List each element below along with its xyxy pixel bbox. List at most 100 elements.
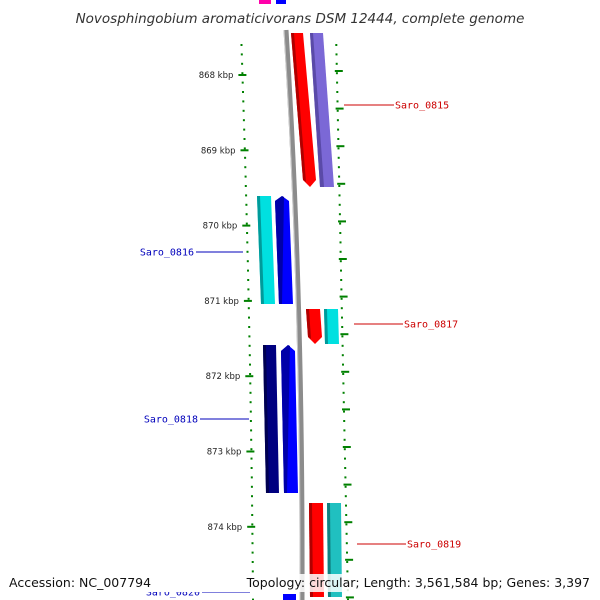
tick-label: 868 kbp <box>199 71 234 81</box>
scale-dot <box>344 467 347 469</box>
scale-dot <box>247 269 249 272</box>
scale-dot <box>248 354 251 357</box>
scale-dot <box>338 213 341 216</box>
reverse-cds-saro-0818-shade <box>281 345 290 493</box>
scale-dot <box>342 391 345 394</box>
scale-dot <box>247 279 250 281</box>
scale-dot <box>345 523 348 526</box>
magenta-feature <box>259 0 271 4</box>
minor-tick <box>339 295 348 298</box>
scale-dot <box>242 91 244 93</box>
minor-tick <box>342 446 351 448</box>
scale-dot <box>335 72 338 75</box>
minor-tick <box>338 220 346 223</box>
scale-dot <box>251 561 254 563</box>
minor-tick <box>344 521 353 524</box>
scale-dot <box>342 363 344 366</box>
major-tick <box>238 74 247 76</box>
scale-dot <box>240 53 243 56</box>
scale-dot <box>240 44 243 46</box>
major-tick <box>246 450 255 453</box>
gene-label-saro-0820[interactable]: Saro_0820 <box>146 588 200 599</box>
scale-dot <box>337 138 340 140</box>
scale-dot <box>249 420 252 422</box>
minor-tick <box>335 107 344 110</box>
scale-dot <box>251 504 254 507</box>
purple-feature-saro-0815-shade <box>310 33 324 187</box>
scale-dot <box>335 44 338 46</box>
scale-dot <box>245 203 248 206</box>
gene-label-saro-0819[interactable]: Saro_0819 <box>407 540 461 551</box>
minor-tick <box>334 70 343 72</box>
scale-dot <box>248 316 250 319</box>
scale-dot <box>247 288 250 291</box>
scale-dot <box>341 326 344 328</box>
scale-dot <box>339 260 342 263</box>
gene-label-saro-0818[interactable]: Saro_0818 <box>144 415 198 426</box>
scale-dot <box>344 457 346 460</box>
minor-tick <box>345 558 354 561</box>
scale-dot <box>342 373 345 375</box>
gene-label-saro-0815[interactable]: Saro_0815 <box>395 101 449 112</box>
minor-tick <box>340 333 349 336</box>
scale-dot <box>336 100 339 103</box>
scale-dot <box>336 119 339 122</box>
scale-dot <box>343 429 346 432</box>
scale-dot <box>245 222 248 225</box>
footer-right-bg <box>256 574 600 592</box>
major-tick <box>240 149 249 152</box>
scale-dot <box>251 542 254 545</box>
scale-dot <box>345 532 348 535</box>
scale-dot <box>250 438 253 441</box>
scale-dot <box>340 307 343 310</box>
tick-label: 874 kbp <box>208 523 243 533</box>
tick-label: 870 kbp <box>203 222 238 232</box>
scale-dot <box>251 570 254 573</box>
scale-dot <box>347 598 349 600</box>
scale-dot <box>343 438 346 441</box>
scale-dot <box>342 382 345 385</box>
gene-label-saro-0817[interactable]: Saro_0817 <box>404 320 458 331</box>
scale-dot <box>337 128 340 131</box>
cyan-feature-saro-0817-shade <box>324 309 328 344</box>
cyan-feature-saro-0816-shade <box>257 196 264 304</box>
scale-dot <box>340 297 343 300</box>
scale-dot <box>241 72 244 75</box>
major-tick <box>243 299 252 302</box>
scale-dot <box>249 382 252 385</box>
scale-dot <box>247 307 250 310</box>
gene-label-saro-0816[interactable]: Saro_0816 <box>140 248 194 259</box>
footer-left-bg <box>0 574 258 592</box>
scale-dot <box>250 448 253 451</box>
scale-dot <box>250 467 253 469</box>
minor-tick <box>342 408 350 411</box>
genome-summary-text: Topology: circular; Length: 3,561,584 bp… <box>246 575 590 590</box>
scale-dot <box>248 326 251 328</box>
scale-dot <box>337 166 340 169</box>
scale-dot <box>251 514 254 516</box>
scale-dot <box>244 185 247 187</box>
scale-dot <box>243 138 246 140</box>
scale-dot <box>242 119 245 122</box>
map-title: Novosphingobium aromaticivorans DSM 1244… <box>76 11 525 27</box>
scale-dot <box>250 429 253 432</box>
scale-dot <box>243 128 246 131</box>
scale-dot <box>243 147 246 150</box>
tick-label: 873 kbp <box>207 448 242 458</box>
scale-dot <box>249 391 252 394</box>
scale-dot <box>251 532 254 535</box>
scale-dot <box>346 561 349 563</box>
scale-dot <box>250 457 253 460</box>
scale-dot <box>336 109 339 112</box>
scale-dot <box>344 495 347 498</box>
scale-dot <box>244 156 247 159</box>
minor-tick <box>337 182 346 185</box>
scale-dot <box>245 194 248 197</box>
minor-tick <box>338 258 347 260</box>
scale-dot <box>344 485 347 488</box>
purple-feature-saro-0815 <box>310 33 334 187</box>
scale-dot <box>246 241 249 244</box>
scale-dot <box>345 514 348 516</box>
scale-dot <box>335 62 338 65</box>
